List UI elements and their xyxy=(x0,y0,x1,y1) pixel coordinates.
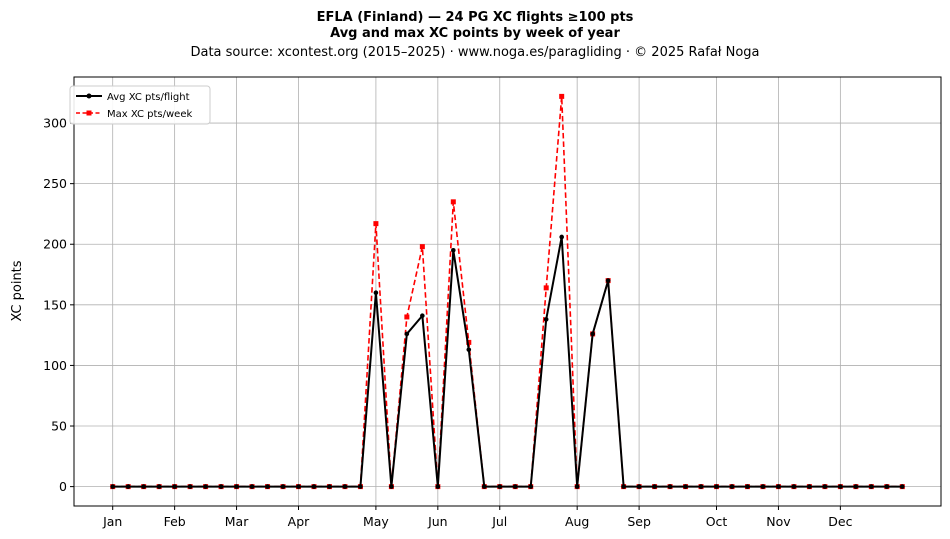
avg-point xyxy=(125,484,131,489)
avg-point xyxy=(760,484,766,489)
avg-point xyxy=(574,484,580,489)
y-axis-label: XC points xyxy=(10,260,25,321)
x-tick-label: Sep xyxy=(627,514,651,529)
avg-point xyxy=(187,484,193,489)
axis-ticks: Jan Feb Mar Apr May Jun Jul Aug Sep Oct Nov Dec 0 50 1… xyxy=(43,116,852,529)
avg-point xyxy=(280,484,286,489)
avg-point xyxy=(311,484,317,489)
avg-point xyxy=(667,484,673,489)
legend-max-marker xyxy=(86,110,92,116)
max-point xyxy=(543,285,549,291)
x-tick-label: Aug xyxy=(565,514,589,529)
y-tick-label: 50 xyxy=(51,419,67,434)
plot-area-frame xyxy=(73,76,942,507)
chart-title-line2: Avg and max XC points by week of year xyxy=(330,26,620,41)
avg-point xyxy=(404,331,410,337)
avg-point xyxy=(899,484,905,489)
avg-point xyxy=(327,484,332,489)
avg-point xyxy=(528,484,534,489)
grid xyxy=(74,77,941,506)
avg-point xyxy=(714,484,719,489)
chart-subtitle: Data source: xcontest.org (2015–2025) · … xyxy=(190,45,759,60)
avg-point xyxy=(512,484,518,489)
avg-point xyxy=(265,484,270,489)
y-tick-label: 150 xyxy=(43,297,67,312)
avg-point xyxy=(605,278,611,283)
avg-point xyxy=(853,484,859,489)
series-group xyxy=(110,93,905,490)
avg-point xyxy=(590,331,595,337)
y-tick-label: 200 xyxy=(43,237,67,252)
max-point xyxy=(404,314,410,320)
legend-max-label: Max XC pts/week xyxy=(107,109,192,120)
avg-point xyxy=(838,484,843,489)
max-point xyxy=(373,221,379,227)
avg-point xyxy=(420,313,425,319)
avg-point xyxy=(822,484,828,489)
avg-point xyxy=(203,484,208,489)
avg-point xyxy=(729,484,735,489)
max-point xyxy=(450,199,456,205)
avg-point xyxy=(497,484,503,489)
avg-point xyxy=(342,484,348,489)
x-tick-label: Mar xyxy=(225,514,249,529)
x-tick-label: Jan xyxy=(102,514,122,529)
avg-point xyxy=(621,484,626,489)
avg-point xyxy=(234,484,239,489)
y-tick-label: 300 xyxy=(43,116,67,131)
avg-point xyxy=(869,484,874,489)
avg-point xyxy=(776,484,781,489)
avg-point xyxy=(358,484,363,489)
y-tick-label: 250 xyxy=(43,176,67,191)
avg-point xyxy=(683,484,688,489)
avg-point xyxy=(559,234,564,240)
avg-point xyxy=(110,484,116,489)
avg-point xyxy=(745,484,750,489)
legend-avg-marker xyxy=(86,93,92,99)
legend: Avg XC pts/flight Max XC pts/week xyxy=(69,85,211,125)
avg-point xyxy=(543,317,549,322)
avg-point xyxy=(698,484,704,489)
x-tick-label: Jul xyxy=(491,514,507,529)
x-tick-label: Jun xyxy=(427,514,448,529)
avg-point xyxy=(249,484,255,489)
x-tick-label: Nov xyxy=(766,514,791,529)
max-point xyxy=(419,244,425,250)
avg-point xyxy=(481,484,487,489)
series-line-avg xyxy=(112,235,903,488)
x-tick-label: Oct xyxy=(706,514,728,529)
chart-title-line1: EFLA (Finland) — 24 PG XC flights ≥100 p… xyxy=(317,10,634,25)
avg-point xyxy=(884,484,890,489)
avg-point xyxy=(652,484,657,489)
avg-point xyxy=(389,484,394,489)
max-point xyxy=(559,93,565,99)
avg-point xyxy=(435,484,441,489)
avg-point xyxy=(466,347,472,352)
max-point xyxy=(466,339,472,345)
legend-avg-label: Avg XC pts/flight xyxy=(107,92,190,103)
avg-point xyxy=(172,484,177,489)
x-tick-label: Feb xyxy=(164,514,186,529)
avg-point xyxy=(373,290,379,296)
y-tick-label: 0 xyxy=(59,479,67,494)
avg-point xyxy=(156,484,162,489)
avg-point xyxy=(636,484,642,489)
series-line-max xyxy=(112,95,903,488)
avg-point xyxy=(218,484,224,489)
x-tick-label: Apr xyxy=(288,514,310,529)
legend-box xyxy=(69,85,211,125)
y-tick-label: 100 xyxy=(43,358,67,373)
x-tick-label: Dec xyxy=(828,514,852,529)
avg-point xyxy=(791,484,797,489)
avg-point xyxy=(451,247,456,253)
x-tick-label: May xyxy=(363,514,389,529)
avg-point xyxy=(807,484,812,489)
avg-point xyxy=(296,484,301,489)
avg-point xyxy=(141,484,146,489)
